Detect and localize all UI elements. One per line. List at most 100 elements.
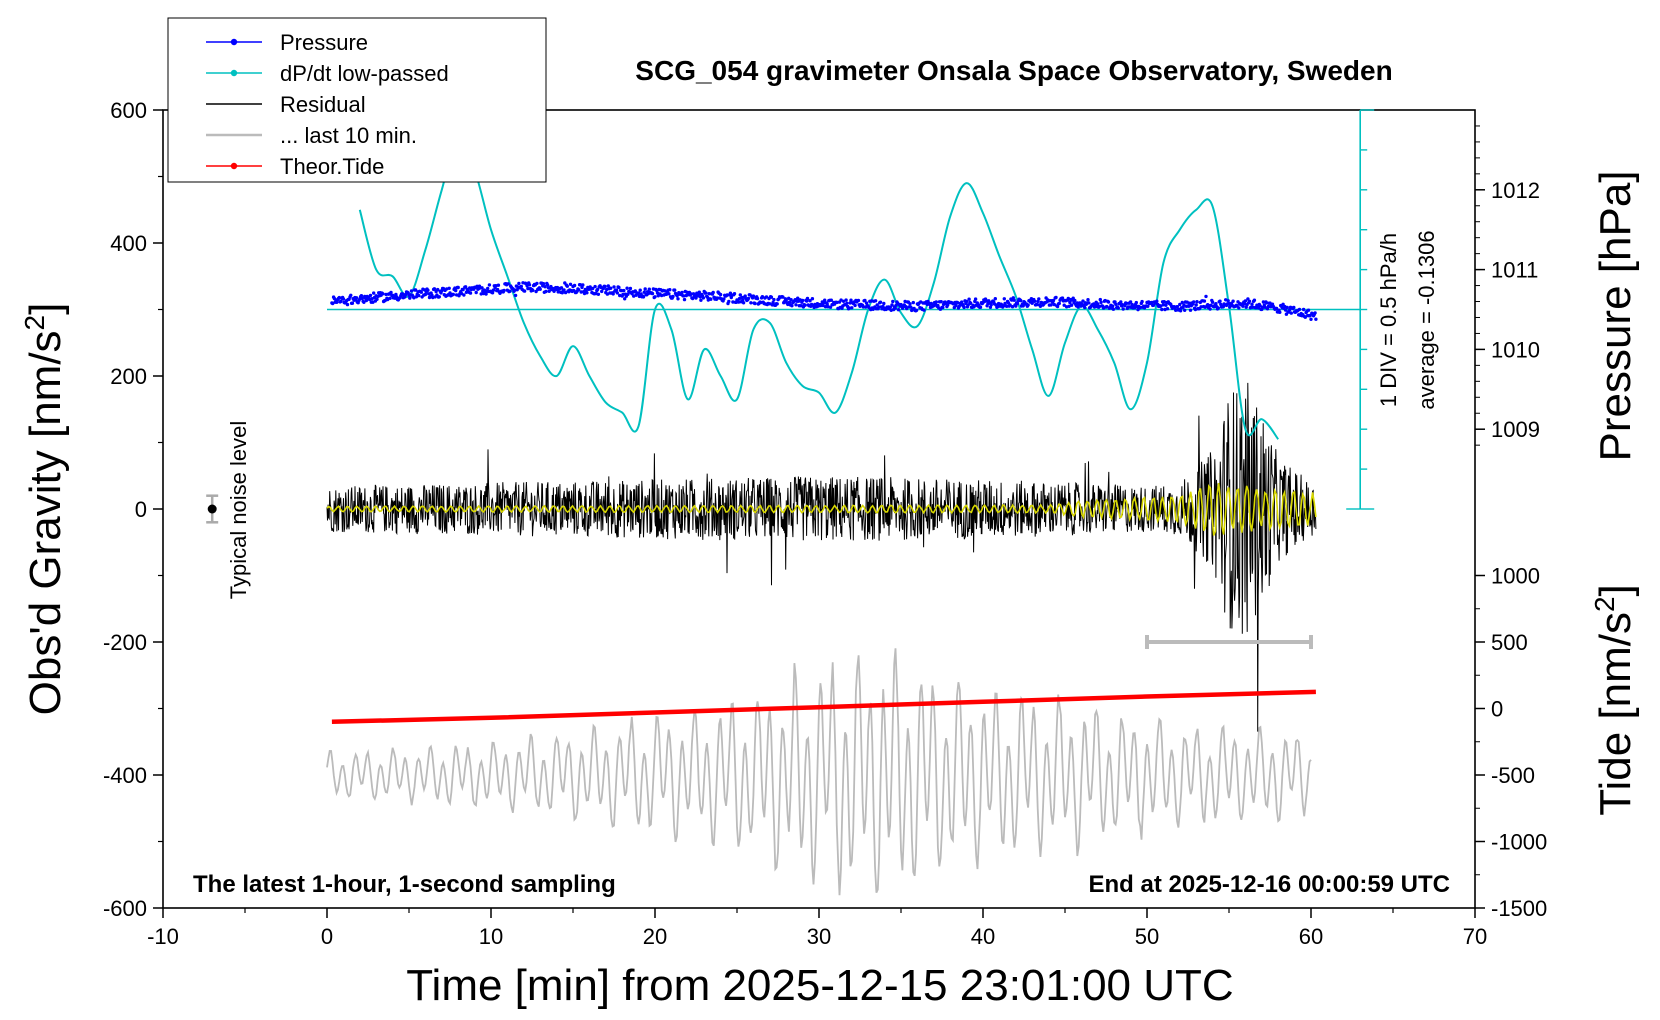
- pressure-point: [753, 301, 757, 306]
- pressure-point: [1069, 303, 1074, 307]
- pressure-point: [1062, 303, 1066, 307]
- pressure-point: [517, 281, 521, 286]
- series-residual-line: [326, 382, 1317, 732]
- pressure-point: [939, 300, 943, 304]
- pressure-point: [461, 287, 465, 292]
- pressure-point: [1054, 295, 1058, 300]
- tide-tick-label: 500: [1491, 630, 1528, 655]
- pressure-point: [668, 288, 672, 292]
- pressure-point: [972, 305, 976, 309]
- pressure-point: [541, 282, 546, 286]
- pressure-point: [711, 290, 715, 295]
- pressure-point: [1180, 300, 1185, 305]
- pressure-point: [746, 296, 751, 301]
- legend-box: [167, 17, 547, 183]
- pressure-point: [707, 292, 711, 296]
- pressure-point: [808, 299, 812, 303]
- tide-axis-label-sup: 2: [1589, 596, 1620, 612]
- pressure-point: [881, 304, 885, 309]
- pressure-point: [408, 296, 412, 300]
- dpdt-scale-label: 1 DIV = 0.5 hPa/h: [1376, 233, 1401, 407]
- pressure-point: [993, 297, 997, 301]
- pressure-point: [579, 290, 583, 294]
- pressure-point: [1160, 307, 1164, 312]
- pressure-point: [709, 297, 713, 301]
- x-tick-label: 50: [1135, 924, 1159, 949]
- pressure-point: [1134, 300, 1139, 305]
- series-residual-lowpass-line: [326, 482, 1317, 536]
- pressure-point: [825, 302, 829, 306]
- x-axis-label: Time [min] from 2025-12-15 23:01:00 UTC: [406, 961, 1233, 1010]
- pressure-point: [893, 306, 897, 310]
- pressure-point: [552, 289, 556, 293]
- pressure-point: [848, 301, 852, 305]
- pressure-point: [1199, 305, 1203, 309]
- pressure-point: [954, 303, 958, 308]
- pressure-point: [1247, 299, 1252, 303]
- pressure-point: [653, 295, 657, 299]
- pressure-point: [1002, 297, 1006, 301]
- pressure-point: [863, 298, 867, 303]
- pressure-point: [1175, 305, 1180, 309]
- pressure-point: [800, 298, 805, 303]
- pressure-point: [1111, 307, 1116, 311]
- pressure-point: [973, 297, 978, 301]
- pressure-point: [362, 300, 366, 304]
- pressure-point: [1001, 304, 1006, 308]
- pressure-point: [1124, 301, 1129, 306]
- legend-entry-label: Theor.Tide: [280, 154, 384, 179]
- pressure-point: [1297, 307, 1302, 312]
- pressure-point: [612, 285, 616, 289]
- pressure-point: [680, 290, 684, 295]
- dpdt-average-label: average = -0.1306: [1414, 230, 1439, 409]
- pressure-point: [1087, 301, 1091, 305]
- pressure-point: [715, 296, 719, 300]
- pressure-point: [331, 301, 335, 306]
- pressure-point: [606, 284, 610, 288]
- tide-axis-label-main: Tide [nm/s: [1591, 612, 1640, 816]
- pressure-point: [388, 296, 392, 300]
- pressure-point: [1265, 301, 1269, 305]
- pressure-point: [749, 301, 753, 305]
- pressure-point: [591, 286, 595, 291]
- pressure-point: [743, 294, 747, 298]
- pressure-point: [543, 285, 547, 289]
- pressure-point: [722, 297, 726, 301]
- pressure-point: [526, 286, 530, 291]
- pressure-point: [1252, 298, 1257, 302]
- pressure-point: [559, 286, 564, 290]
- pressure-point: [771, 300, 775, 305]
- tide-tick-label: -1000: [1491, 830, 1547, 855]
- pressure-point: [437, 295, 441, 299]
- y-axis-label-sup: 2: [19, 315, 50, 331]
- pressure-point: [891, 299, 895, 304]
- pressure-point: [704, 291, 708, 295]
- pressure-point: [727, 299, 731, 304]
- pressure-point: [563, 290, 568, 295]
- pressure-point: [614, 288, 619, 292]
- pressure-point: [595, 287, 600, 292]
- pressure-point: [853, 303, 857, 308]
- pressure-point: [1033, 299, 1037, 303]
- pressure-point: [701, 296, 706, 300]
- y-tick-label: -200: [103, 630, 147, 655]
- y-axis-label-main: Obs'd Gravity [nm/s: [21, 330, 70, 715]
- pressure-point: [810, 297, 815, 301]
- pressure-point: [740, 295, 744, 300]
- pressure-point: [615, 291, 619, 295]
- pressure-point: [908, 302, 912, 306]
- pressure-point: [625, 286, 629, 290]
- pressure-point: [419, 290, 423, 294]
- pressure-point: [637, 294, 642, 299]
- pressure-point: [1202, 299, 1207, 303]
- pressure-point: [585, 291, 589, 295]
- pressure-point: [1035, 302, 1039, 307]
- pressure-point: [1241, 304, 1245, 308]
- pressure-point: [1014, 304, 1018, 308]
- pressure-point: [675, 294, 679, 298]
- pressure-point: [760, 295, 765, 299]
- pressure-point: [803, 303, 807, 307]
- pressure-point: [1116, 306, 1121, 310]
- pressure-point: [796, 296, 800, 300]
